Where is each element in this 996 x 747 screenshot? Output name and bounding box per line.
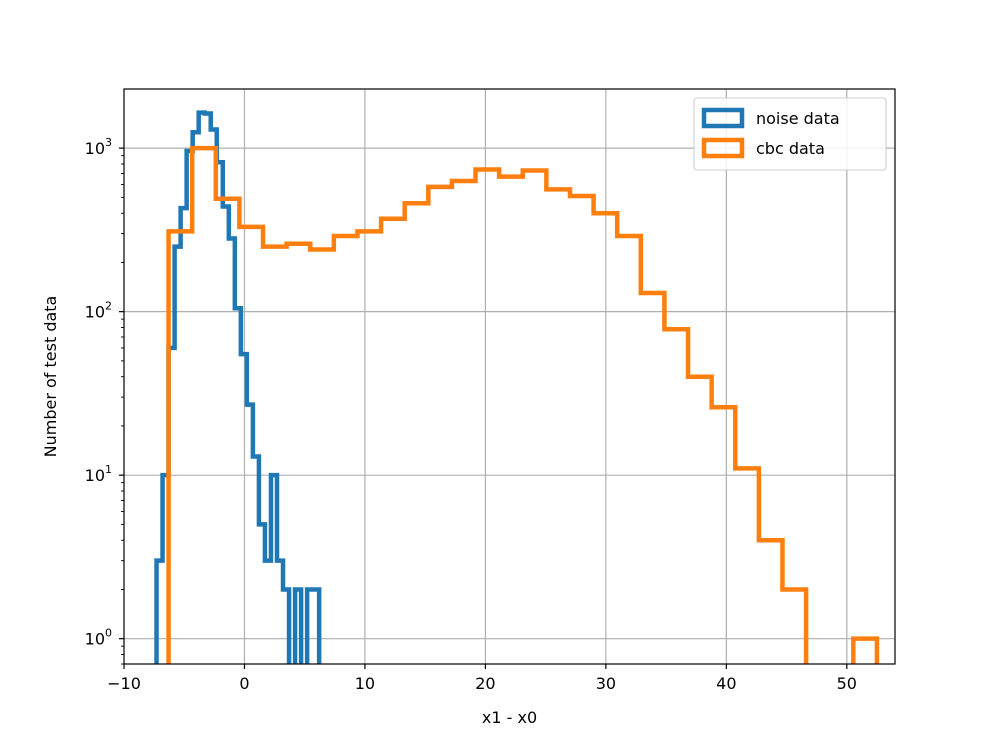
- x-tick-label: 50: [837, 674, 857, 693]
- legend-label: cbc data: [756, 139, 825, 158]
- x-tick-label: 0: [239, 674, 249, 693]
- x-tick-label: −10: [107, 674, 141, 693]
- series-0-histogram: [154, 110, 322, 664]
- x-tick-label: 20: [475, 674, 495, 693]
- y-tick-exponent: 3: [105, 136, 112, 149]
- x-tick-label: 40: [716, 674, 736, 693]
- legend-swatch: [701, 137, 745, 159]
- axes-frame: [123, 88, 896, 665]
- plot-area: [154, 110, 880, 664]
- x-tick-label: 10: [355, 674, 375, 693]
- x-tick-label: 30: [596, 674, 616, 693]
- legend: noise data cbc data: [693, 97, 887, 171]
- y-axis-label: Number of test data: [41, 296, 60, 458]
- y-tick-exponent: 2: [105, 300, 112, 313]
- y-tick-exponent: 0: [105, 627, 112, 640]
- legend-label: noise data: [756, 109, 840, 128]
- series-1-histogram: [166, 145, 880, 664]
- x-axis-label: x1 - x0: [482, 708, 537, 727]
- y-tick-exponent: 1: [105, 463, 112, 476]
- legend-swatch: [701, 107, 745, 129]
